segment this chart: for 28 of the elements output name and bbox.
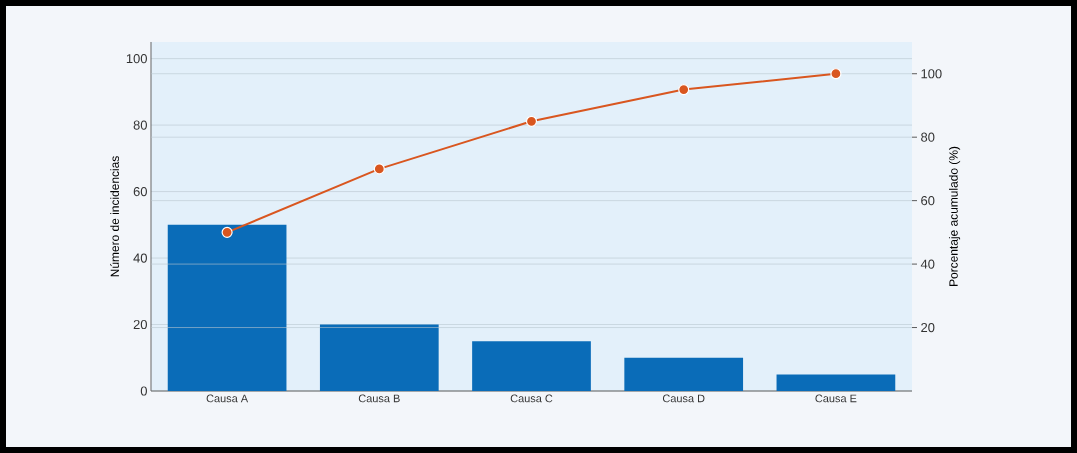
y2-tick-label: 80 <box>921 132 935 142</box>
point <box>525 115 538 127</box>
bar <box>472 341 591 391</box>
y-tick-label: 0 <box>140 386 147 396</box>
y2-tick-label: 20 <box>921 322 935 333</box>
y2-axis-title: Porcentaje acumulado (%) <box>948 146 961 286</box>
bar <box>776 374 896 391</box>
bar <box>624 357 744 391</box>
y2-tick-label: 40 <box>920 259 935 269</box>
bar <box>319 324 439 391</box>
x-tick-label: Causa A <box>206 394 249 403</box>
bar <box>167 224 287 391</box>
y-tick-label: 100 <box>126 54 147 64</box>
point <box>830 68 842 80</box>
x-tick-label: Causa D <box>662 394 705 403</box>
x-tick-label: Causa C <box>510 394 553 403</box>
x-tick-label: Causa B <box>358 394 400 403</box>
y-tick-label: 20 <box>133 319 147 330</box>
y-tick-label: 40 <box>133 253 147 263</box>
y2-tick-label: 100 <box>921 69 942 79</box>
x-tick-label: Causa E <box>815 394 857 403</box>
y2-tick-label: 60 <box>921 196 935 206</box>
y-tick-label: 60 <box>133 186 147 197</box>
y-tick-label: 80 <box>133 120 147 130</box>
y-axis-title: Número de incidencias <box>110 156 120 277</box>
point <box>678 84 690 96</box>
point <box>373 163 385 175</box>
point <box>221 226 233 238</box>
